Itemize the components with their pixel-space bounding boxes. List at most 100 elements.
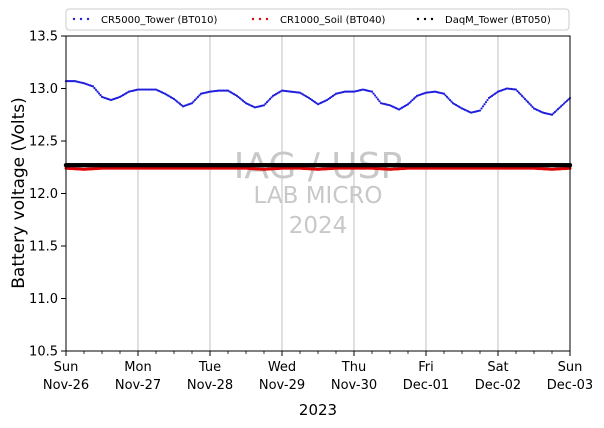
watermark-line2: LAB MICRO — [254, 183, 383, 209]
data-point — [447, 97, 450, 100]
data-point — [444, 94, 447, 97]
legend-label-cr1000: CR1000_Soil (BT040) — [280, 15, 386, 26]
legend-dot — [430, 17, 434, 21]
data-point — [370, 90, 374, 93]
data-point — [481, 105, 485, 108]
series-1 — [64, 80, 572, 116]
y-tick-label: 11.5 — [29, 240, 58, 255]
data-point — [517, 91, 521, 94]
legend-entry-cr5000: CR5000_Tower (BT010) — [72, 15, 217, 26]
x-tick-label-date: Dec-03 — [547, 378, 593, 393]
data-point — [528, 102, 531, 105]
legend-label-daqm: DaqM_Tower (BT050) — [445, 15, 551, 26]
legend-dot — [251, 17, 255, 21]
data-point — [562, 102, 566, 105]
data-point — [480, 107, 483, 110]
data-point — [409, 100, 413, 103]
x-tick-label-date: Nov-26 — [43, 378, 89, 393]
data-point — [268, 97, 272, 101]
x-tick-label-day: Thu — [341, 360, 366, 375]
x-tick-label-date: Dec-01 — [403, 378, 449, 393]
data-point — [519, 93, 522, 96]
data-point — [190, 102, 194, 105]
data-point — [516, 90, 519, 93]
data-point — [241, 99, 245, 102]
vertical-gridlines — [137, 36, 499, 351]
data-point — [174, 99, 177, 102]
data-point — [450, 100, 453, 103]
data-point — [565, 99, 569, 102]
data-point — [177, 101, 180, 104]
series-2 — [64, 166, 572, 171]
data-point — [178, 102, 182, 105]
data-point — [238, 97, 242, 100]
y-axis-title: Battery voltage (Volts) — [9, 97, 29, 288]
legend-entry-cr1000: CR1000_Soil (BT040) — [251, 15, 386, 26]
y-axis-ticks: 10.5 11.0 11.5 12.0 12.5 13.0 13.5 — [29, 30, 66, 360]
data-point — [264, 102, 267, 105]
legend-dot — [265, 17, 269, 21]
data-point — [375, 96, 378, 99]
data-point — [372, 92, 375, 95]
legend-marker-cr5000 — [72, 17, 90, 21]
data-point — [406, 103, 410, 106]
data-point — [414, 96, 417, 99]
data-point — [556, 108, 560, 111]
data-point — [378, 100, 381, 103]
data-point — [483, 103, 486, 106]
data-point — [478, 109, 482, 112]
legend-dot — [423, 17, 427, 21]
series-layer — [63, 80, 573, 171]
y-tick-label: 12.0 — [29, 187, 58, 202]
data-point — [442, 92, 446, 95]
x-axis-ticks: Sun Nov-26 Mon Nov-27 Tue Nov-28 Wed Nov-29 Thu N… — [43, 351, 593, 393]
legend-dot — [79, 17, 83, 21]
x-tick-label-day: Sat — [487, 360, 508, 375]
legend: CR5000_Tower (BT010) CR1000_Soil (BT040)… — [65, 8, 570, 31]
data-point — [412, 97, 416, 100]
x-tick-label-day: Sun — [54, 360, 79, 375]
legend-dot — [258, 17, 262, 21]
data-point — [523, 97, 527, 101]
data-point — [265, 101, 269, 104]
x-tick-label-day: Mon — [124, 360, 151, 375]
x-tick-label-date: Nov-27 — [115, 378, 161, 393]
y-tick-label: 13.5 — [29, 30, 58, 45]
x-tick-label-date: Nov-28 — [187, 378, 233, 393]
data-point — [552, 112, 555, 115]
legend-dot — [72, 17, 76, 21]
data-point — [192, 100, 195, 103]
data-point — [172, 97, 176, 101]
data-point — [559, 105, 563, 108]
y-tick-label: 11.0 — [29, 292, 58, 307]
data-point — [561, 103, 564, 107]
data-point — [411, 98, 414, 102]
data-point — [175, 100, 179, 103]
data-point — [237, 95, 240, 99]
data-point — [484, 101, 488, 104]
data-point — [267, 99, 270, 102]
data-point — [376, 98, 380, 101]
legend-dot — [416, 17, 420, 21]
data-point — [94, 88, 98, 91]
data-point — [522, 96, 525, 99]
x-tick-label-day: Wed — [268, 360, 296, 375]
data-point — [531, 105, 534, 108]
data-point — [262, 104, 266, 107]
y-tick-label: 10.5 — [29, 345, 58, 360]
data-point — [235, 94, 239, 97]
series-3 — [63, 162, 573, 168]
x-axis-title: 2023 — [299, 401, 337, 419]
data-point — [448, 98, 452, 102]
data-point — [445, 95, 449, 98]
data-point — [198, 94, 201, 97]
data-point — [243, 100, 246, 104]
x-tick-label-date: Dec-02 — [475, 378, 521, 393]
x-tick-label-day: Tue — [198, 360, 221, 375]
data-point — [91, 85, 95, 88]
data-point — [180, 104, 183, 107]
data-point — [99, 94, 102, 97]
data-point — [558, 106, 561, 109]
data-point — [93, 87, 96, 90]
data-point — [270, 96, 273, 99]
